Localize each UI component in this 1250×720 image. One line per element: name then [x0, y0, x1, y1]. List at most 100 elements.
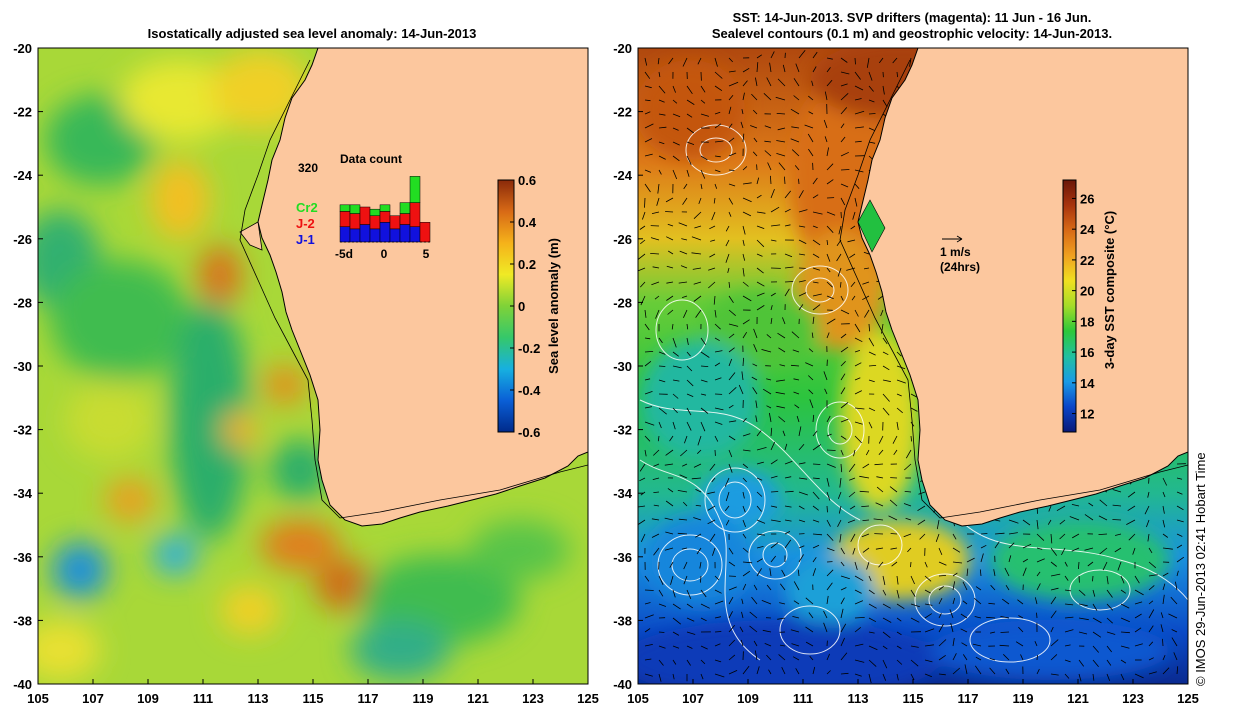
inset-bar-j2 [409, 202, 421, 227]
velocity-vector [644, 658, 652, 661]
velocity-vector [837, 267, 842, 277]
velocity-vector [790, 629, 800, 633]
velocity-vector [979, 569, 982, 577]
velocity-vector [658, 155, 666, 160]
velocity-vector [1064, 603, 1074, 606]
velocity-vector [665, 211, 674, 213]
velocity-vector [840, 183, 849, 188]
velocity-vector [924, 644, 934, 647]
velocity-vector [896, 421, 899, 430]
velocity-vector [840, 463, 843, 473]
colorbar-tick-label: 16 [1080, 345, 1094, 360]
velocity-vector [924, 603, 933, 606]
lon-tick-label: 109 [737, 691, 759, 706]
velocity-vector [686, 617, 695, 622]
lon-tick-label: 119 [1013, 691, 1034, 706]
velocity-vector [779, 583, 786, 591]
velocity-vector [644, 391, 653, 395]
velocity-vector [654, 295, 660, 300]
velocity-vector [714, 421, 723, 425]
velocity-vector [784, 531, 791, 535]
velocity-vector [1115, 533, 1122, 536]
velocity-vector [768, 669, 772, 675]
velocity-vector [852, 211, 856, 220]
velocity-vector [756, 62, 759, 73]
velocity-vector [709, 253, 716, 258]
velocity-vector [644, 323, 650, 331]
velocity-vector [891, 561, 898, 567]
velocity-vector [770, 519, 781, 522]
velocity-vector [960, 628, 968, 633]
sst-colorbar: 26 24 22 20 18 16 14 12 3-day SST composite (°C… [1062, 179, 1117, 433]
velocity-vector [1147, 491, 1150, 498]
velocity-vector [854, 643, 864, 647]
velocity-vector [840, 71, 850, 75]
velocity-vector [686, 99, 695, 105]
velocity-vector [728, 654, 736, 661]
velocity-vector [1144, 505, 1150, 515]
velocity-vector [812, 239, 821, 246]
velocity-vector [938, 575, 947, 577]
velocity-vector [658, 337, 663, 344]
velocity-vector [658, 421, 662, 429]
inset-xtick-2: 5 [423, 247, 430, 261]
velocity-vector [672, 659, 677, 665]
velocity-vector [740, 639, 744, 647]
velocity-vector [798, 426, 802, 437]
velocity-vector [882, 603, 891, 609]
velocity-vector [850, 281, 856, 288]
velocity-vector [1162, 655, 1166, 661]
velocity-vector [854, 337, 863, 343]
inset-bar-j1 [359, 224, 371, 243]
velocity-vector [714, 643, 721, 647]
velocity-vector [989, 658, 996, 661]
velocity-vector [700, 645, 708, 650]
velocity-vector [868, 589, 875, 595]
velocity-vector [714, 659, 722, 663]
velocity-vector [691, 252, 702, 255]
velocity-vector [756, 533, 765, 536]
velocity-vector [784, 208, 791, 213]
velocity-vector [653, 449, 660, 456]
velocity-vector [700, 617, 707, 622]
velocity-vector [742, 477, 747, 483]
velocity-vector [1102, 561, 1108, 571]
velocity-vector [644, 85, 652, 89]
velocity-vector [1050, 673, 1059, 676]
velocity-vector [826, 57, 833, 60]
velocity-vector [1008, 542, 1015, 549]
lon-tick-label: 109 [137, 691, 159, 706]
inset-bar-j2 [359, 206, 371, 225]
velocity-vector [1022, 543, 1032, 549]
velocity-vector [778, 347, 786, 353]
velocity-vector [781, 667, 786, 675]
legend-j2: J-2 [296, 216, 315, 231]
velocity-vector [882, 351, 889, 356]
velocity-vector [644, 435, 651, 442]
velocity-vector [638, 505, 646, 508]
velocity-vector [640, 281, 646, 288]
velocity-vector [672, 589, 676, 598]
velocity-vector [644, 138, 653, 143]
velocity-vector [1162, 667, 1170, 675]
velocity-vector [680, 449, 688, 457]
velocity-vector [849, 253, 856, 259]
lat-tick-label: -40 [613, 677, 632, 692]
velocity-vector [686, 407, 692, 416]
velocity-vector [700, 421, 706, 432]
velocity-vector [853, 449, 856, 457]
velocity-vector [854, 589, 862, 594]
inset-bar-j2 [379, 211, 391, 223]
velocity-vector [728, 183, 736, 187]
velocity-vector [1106, 659, 1112, 666]
velocity-vector [840, 151, 849, 157]
velocity-vector [798, 292, 807, 297]
velocity-vector [868, 85, 874, 92]
velocity-vector [882, 393, 890, 402]
velocity-vector [826, 582, 833, 591]
velocity-vector [756, 267, 764, 274]
velocity-vector [893, 449, 898, 456]
velocity-vector [889, 499, 898, 507]
velocity-vector [1059, 519, 1066, 525]
